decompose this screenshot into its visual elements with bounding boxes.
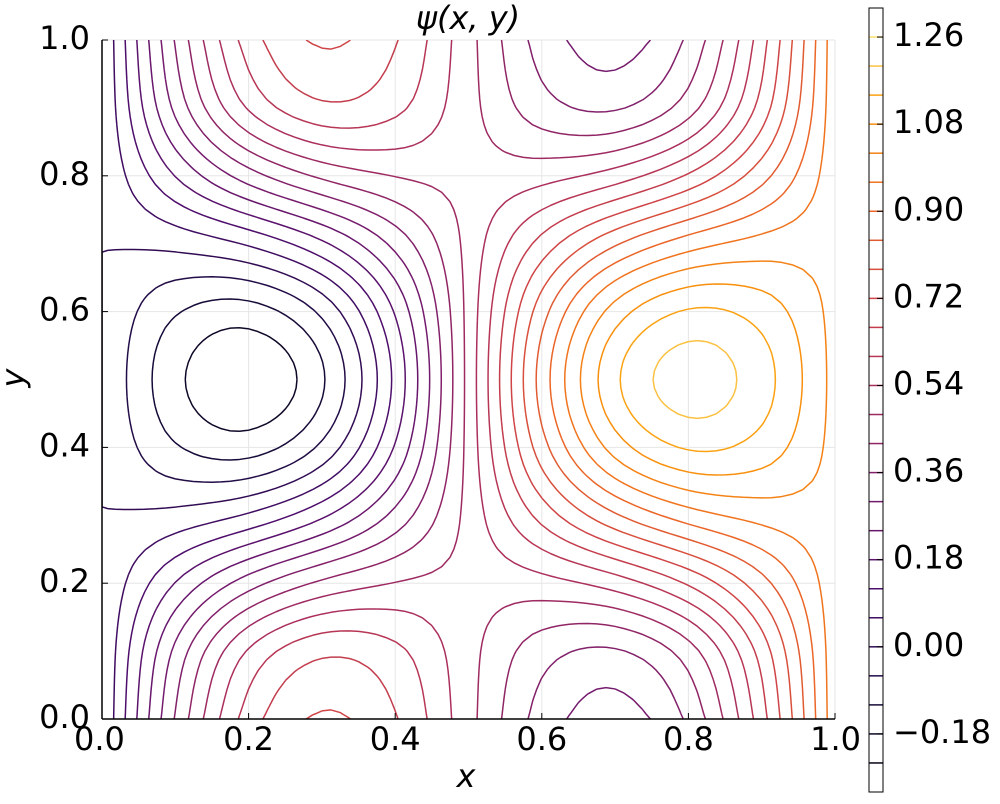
colorbar-tick-label: −0.18: [893, 713, 991, 751]
x-axis-label: x: [456, 757, 477, 795]
contour-line: [619, 306, 777, 453]
contour-line: [262, 40, 769, 719]
contour-line: [124, 40, 393, 719]
x-tick-label: 0.2: [223, 720, 274, 758]
contour-line: [112, 40, 379, 719]
contour-line: [563, 40, 828, 719]
colorbar-frame: [868, 7, 884, 793]
contour-line: [102, 248, 363, 511]
contour-line: [160, 40, 651, 719]
colorbar-tick-label: 0.00: [893, 626, 964, 664]
colorbar-tick-label: 0.54: [893, 364, 964, 402]
x-tick-label: 0.4: [370, 720, 421, 758]
colorbar-tick-label: 0.72: [893, 277, 964, 315]
contour-line: [187, 40, 707, 719]
contour-line: [202, 40, 724, 719]
contour-line: [522, 40, 794, 719]
colorbar-tick-label: 0.90: [893, 190, 964, 228]
colorbar-tick-label: 0.18: [893, 539, 964, 577]
contour-line: [237, 40, 755, 719]
y-axis-label: y: [0, 367, 32, 388]
y-tick-label: 1.0: [39, 19, 90, 57]
contour-line: [125, 276, 346, 483]
chart-title: ψ(x, y): [416, 0, 520, 37]
contour-line: [579, 260, 828, 499]
colorbar-tick-label: 0.36: [893, 452, 964, 490]
contour-line: [173, 40, 684, 719]
x-tick-label: 1.0: [810, 720, 861, 758]
x-tick-label: 0.0: [74, 720, 125, 758]
colorbar-tick-label: 1.08: [893, 103, 964, 141]
contour-line: [218, 40, 740, 719]
y-tick-label: 0.8: [39, 155, 90, 193]
x-tick-label: 0.8: [663, 720, 714, 758]
y-tick-label: 0.2: [39, 562, 90, 600]
contour-line: [136, 40, 407, 719]
contour-line: [549, 40, 817, 719]
contour-line: [184, 326, 298, 433]
contour-line: [652, 339, 738, 420]
contour-line: [597, 283, 804, 476]
colorbar-tick-label: 1.26: [893, 16, 964, 54]
y-tick-label: 0.0: [39, 698, 90, 736]
contour-line: [535, 40, 805, 719]
contour-line: [151, 298, 326, 461]
x-tick-label: 0.6: [516, 720, 567, 758]
y-tick-label: 0.6: [39, 291, 90, 329]
y-tick-label: 0.4: [39, 426, 90, 464]
contour-line: [305, 40, 781, 719]
contour-line: [147, 40, 419, 719]
